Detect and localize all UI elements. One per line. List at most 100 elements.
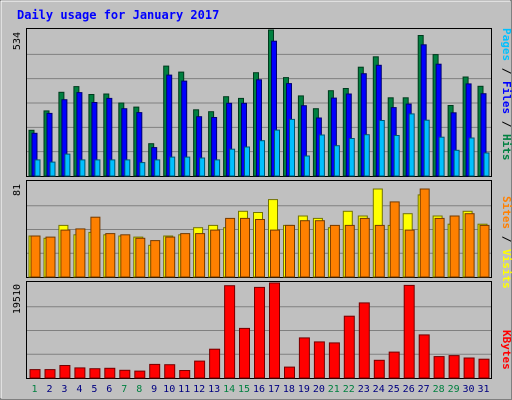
bar-pages-day-6 <box>109 159 116 177</box>
bar-pages-day-5 <box>94 159 101 177</box>
x-tick-label-20: 20 <box>313 384 325 395</box>
bar-sites-day-30 <box>464 213 475 278</box>
bar-pages-day-16 <box>259 140 265 177</box>
legend-top-part-3: / <box>500 114 512 134</box>
legend-top-part-2: Files <box>500 81 512 114</box>
x-tick-label-28: 28 <box>433 384 445 395</box>
bar-kbytes-day-4 <box>74 367 86 379</box>
x-tick-label-6: 6 <box>106 384 112 395</box>
bar-kbytes-day-26 <box>403 284 415 379</box>
bar-pages-day-15 <box>244 146 250 177</box>
chart-title: Daily usage for January 2017 <box>17 8 219 22</box>
legend-top-part-4: Hits <box>500 134 512 161</box>
bar-kbytes-day-28 <box>433 356 445 379</box>
x-tick-label-24: 24 <box>373 384 385 395</box>
x-tick-label-25: 25 <box>388 384 400 395</box>
bar-kbytes-day-19 <box>298 337 310 379</box>
bar-sites-day-31 <box>479 224 490 278</box>
panel-bottom-ymax-label: 19510 <box>12 284 23 314</box>
bar-pages-day-21 <box>333 145 340 177</box>
x-tick-label-4: 4 <box>76 384 82 395</box>
bar-sites-day-19 <box>299 220 310 278</box>
bar-kbytes-day-8 <box>134 370 146 379</box>
bar-kbytes-day-15 <box>239 327 250 379</box>
bar-kbytes-day-7 <box>119 369 131 379</box>
bar-kbytes-day-14 <box>224 285 236 379</box>
x-tick-label-1: 1 <box>31 384 37 395</box>
bar-sites-day-9 <box>150 240 161 278</box>
bar-pages-day-4 <box>79 159 86 177</box>
bar-sites-day-16 <box>255 219 265 278</box>
x-tick-label-22: 22 <box>343 384 355 395</box>
bar-pages-day-19 <box>303 155 310 177</box>
bar-pages-day-14 <box>229 148 236 177</box>
bar-pages-day-3 <box>64 153 71 177</box>
bar-sites-day-17 <box>270 229 280 278</box>
x-tick-label-18: 18 <box>283 384 295 395</box>
bar-pages-day-27 <box>423 119 430 177</box>
bar-kbytes-day-20 <box>313 341 325 379</box>
bar-kbytes-day-11 <box>179 370 191 379</box>
bar-pages-day-26 <box>408 113 415 177</box>
bar-kbytes-day-18 <box>284 366 295 379</box>
x-tick-label-27: 27 <box>418 384 430 395</box>
x-tick-label-16: 16 <box>253 384 265 395</box>
legend-top-part-1: / <box>500 61 512 81</box>
bar-sites-day-11 <box>180 233 191 278</box>
x-tick-label-17: 17 <box>268 384 280 395</box>
bar-sites-day-5 <box>90 216 101 278</box>
panel-top-ymax-label: 534 <box>12 32 23 50</box>
x-tick-label-3: 3 <box>61 384 67 395</box>
bar-kbytes-day-3 <box>59 365 71 379</box>
bar-kbytes-day-6 <box>104 367 116 379</box>
legend-bottom-kbytes: KBytes <box>500 330 512 370</box>
bar-kbytes-day-21 <box>328 342 340 379</box>
x-tick-label-10: 10 <box>163 384 175 395</box>
x-tick-label-11: 11 <box>178 384 190 395</box>
x-tick-label-8: 8 <box>136 384 142 395</box>
bar-pages-day-29 <box>453 149 460 177</box>
bar-sites-day-2 <box>45 236 56 278</box>
x-tick-label-23: 23 <box>358 384 370 395</box>
bar-sites-day-12 <box>195 233 206 278</box>
bar-kbytes-day-13 <box>209 348 221 379</box>
bar-sites-day-25 <box>389 201 400 278</box>
bar-kbytes-day-25 <box>388 351 400 379</box>
bar-pages-day-7 <box>124 159 131 177</box>
bar-pages-day-2 <box>49 161 56 177</box>
bar-sites-day-13 <box>210 229 221 278</box>
x-tick-label-12: 12 <box>193 384 205 395</box>
bar-sites-day-7 <box>120 234 131 278</box>
bar-sites-day-15 <box>240 217 250 278</box>
x-axis-labels: 1 2 3 4 5 6 7 8 9 10 11 12 13 14 15 16 17 18 19 20 21 22 23 24 2… <box>31 384 489 395</box>
legend-bottom-part-0: KBytes <box>500 330 512 370</box>
x-tick-label-13: 13 <box>208 384 220 395</box>
bar-sites-day-22 <box>344 224 355 278</box>
legend-middle-part-2: Visits <box>500 249 512 289</box>
legend-middle-sites-visits: Sites / Visits <box>500 196 512 289</box>
bar-kbytes-day-9 <box>149 363 161 379</box>
bar-pages-day-31 <box>483 152 490 177</box>
bar-pages-day-10 <box>169 156 176 177</box>
x-tick-label-26: 26 <box>403 384 415 395</box>
bar-sites-day-1 <box>30 235 41 278</box>
bar-pages-day-12 <box>199 157 206 177</box>
x-tick-label-14: 14 <box>223 384 235 395</box>
bar-kbytes-day-23 <box>358 302 370 379</box>
bar-sites-day-26 <box>404 229 415 278</box>
bar-kbytes-day-29 <box>448 355 460 379</box>
bar-kbytes-day-12 <box>194 360 206 379</box>
legend-middle-part-0: Sites <box>500 196 512 229</box>
bar-sites-day-10 <box>165 236 176 278</box>
bar-sites-day-8 <box>135 237 146 278</box>
bar-pages-day-30 <box>468 137 475 177</box>
x-tick-label-5: 5 <box>91 384 97 395</box>
bar-sites-day-29 <box>449 215 460 278</box>
bar-sites-day-3 <box>60 229 71 278</box>
bar-kbytes-day-22 <box>343 315 355 379</box>
bar-pages-day-20 <box>318 134 325 177</box>
bar-pages-day-23 <box>363 134 370 177</box>
bar-pages-day-22 <box>348 138 355 177</box>
